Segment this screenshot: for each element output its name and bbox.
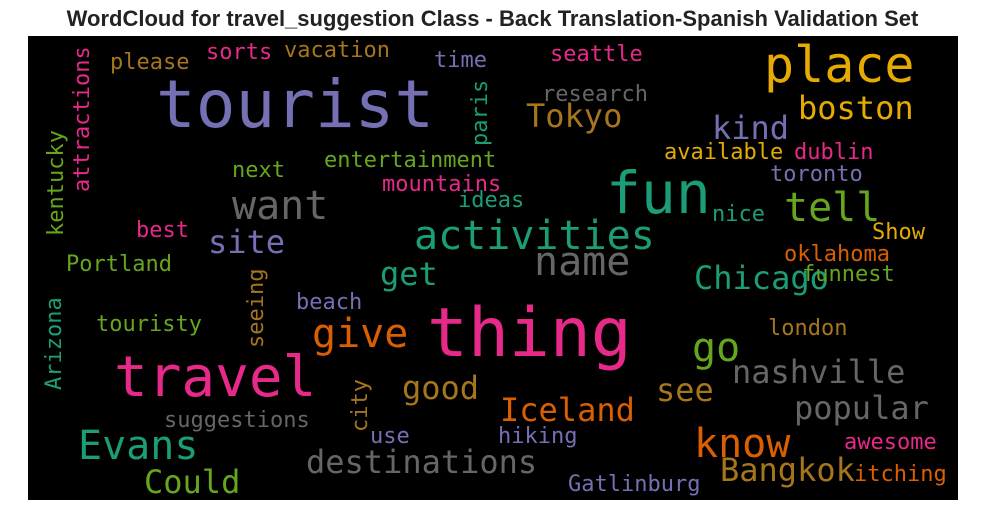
- word-know: know: [694, 421, 791, 467]
- word-research: research: [542, 82, 648, 107]
- word-see: see: [656, 371, 714, 409]
- word-activities: activities: [414, 213, 655, 259]
- word-get: get: [380, 255, 438, 293]
- word-site: site: [208, 223, 286, 261]
- word-funnest: funnest: [802, 262, 895, 287]
- word-paris: paris: [468, 79, 493, 146]
- word-destinations: destinations: [306, 443, 538, 481]
- word-portland: Portland: [66, 252, 172, 277]
- word-tell: tell: [784, 185, 881, 231]
- word-seattle: seattle: [550, 42, 643, 67]
- word-iceland: Iceland: [500, 391, 635, 429]
- word-sorts: sorts: [206, 40, 273, 65]
- word-good: good: [402, 369, 480, 407]
- word-hiking: hiking: [498, 424, 578, 449]
- word-nashville: nashville: [732, 353, 906, 391]
- word-oklahoma: oklahoma: [784, 242, 890, 267]
- word-boston: boston: [798, 89, 914, 127]
- word-tourist: tourist: [156, 66, 435, 143]
- word-next: next: [232, 158, 285, 183]
- word-evans: Evans: [78, 423, 199, 469]
- word-give: give: [312, 311, 409, 357]
- word-arizona: Arizona: [42, 297, 67, 390]
- word-city: city: [348, 379, 373, 432]
- word-awesome: awesome: [844, 430, 937, 455]
- word-kind: kind: [712, 109, 790, 147]
- word-entertainment: entertainment: [324, 148, 497, 173]
- word-chicago: Chicago: [694, 259, 829, 297]
- word-travel: travel: [114, 345, 317, 410]
- word-touristy: touristy: [96, 312, 202, 337]
- word-bangkok: Bangkok: [720, 451, 855, 489]
- word-show: Show: [872, 220, 925, 245]
- word-mountains: mountains: [382, 172, 502, 197]
- word-use: use: [370, 424, 410, 449]
- word-nice: nice: [712, 202, 765, 227]
- word-dublin: dublin: [794, 140, 874, 165]
- word-kentucky: kentucky: [44, 130, 69, 236]
- word-toronto: toronto: [770, 162, 863, 187]
- word-time: time: [434, 48, 487, 73]
- word-seeing: seeing: [244, 268, 269, 348]
- word-london: london: [768, 316, 848, 341]
- word-beach: beach: [296, 290, 363, 315]
- word-place: place: [764, 36, 915, 94]
- word-itching: itching: [854, 462, 947, 487]
- word-please: please: [110, 50, 190, 75]
- word-want: want: [232, 183, 329, 229]
- word-name: name: [534, 239, 631, 285]
- word-best: best: [136, 218, 189, 243]
- word-fun: fun: [606, 159, 711, 227]
- word-available: available: [664, 140, 784, 165]
- word-thing: thing: [427, 294, 632, 373]
- word-vacation: vacation: [284, 38, 390, 63]
- word-cloud: tourist place thing fun travel activitie…: [28, 36, 958, 500]
- word-tokyo: Tokyo: [526, 97, 623, 135]
- word-attractions: attractions: [70, 46, 95, 192]
- word-suggestions: suggestions: [164, 408, 310, 433]
- word-ideas: ideas: [458, 188, 525, 213]
- word-could: Could: [144, 463, 241, 500]
- word-go: go: [692, 325, 741, 371]
- word-gatlinburg: Gatlinburg: [568, 472, 701, 497]
- word-popular: popular: [794, 389, 929, 427]
- figure-title: WordCloud for travel_suggestion Class - …: [66, 6, 919, 31]
